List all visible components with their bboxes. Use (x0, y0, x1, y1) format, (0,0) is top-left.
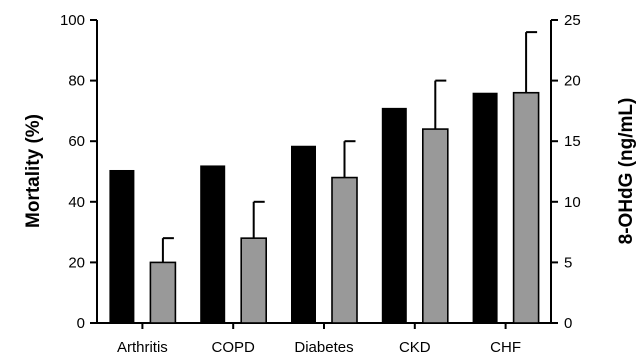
mortality-bar (472, 92, 498, 323)
right-tick-label: 5 (564, 254, 572, 271)
left-tick-label: 60 (68, 133, 85, 150)
ohdg-bar (240, 237, 267, 324)
mortality-bar (291, 145, 316, 323)
right-tick-label: 10 (564, 194, 581, 211)
ohdg-bar (421, 128, 449, 324)
mortality-bar (381, 107, 407, 324)
bars (109, 31, 540, 324)
category-label: CKD (399, 339, 431, 356)
left-tick-label: 40 (68, 194, 85, 211)
left-tick-label: 100 (60, 12, 85, 29)
right-axis-title: 8-OHdG (ng/mL) (616, 98, 637, 245)
ohdg-bar (331, 176, 358, 324)
right-tick-label: 25 (564, 12, 581, 29)
category-label: Diabetes (294, 339, 353, 356)
right-tick-label: 20 (564, 73, 581, 90)
left-tick-label: 0 (77, 315, 85, 332)
category-label: CHF (490, 339, 521, 356)
left-tick-label: 20 (68, 254, 85, 271)
right-tick-label: 0 (564, 315, 572, 332)
left-axis-title: Mortality (%) (23, 114, 44, 228)
right-tick-label: 15 (564, 133, 581, 150)
mortality-bar (109, 169, 135, 323)
mortality-bar (200, 165, 226, 323)
category-label: COPD (212, 339, 256, 356)
ohdg-bar (512, 91, 540, 324)
ohdg-bar (149, 261, 177, 324)
axes: 0 20 40 60 80 100 0 5 10 15 20 25 Arthritis COPD Diabe… (60, 12, 581, 356)
left-tick-label: 80 (68, 73, 85, 90)
category-label: Arthritis (117, 339, 168, 356)
